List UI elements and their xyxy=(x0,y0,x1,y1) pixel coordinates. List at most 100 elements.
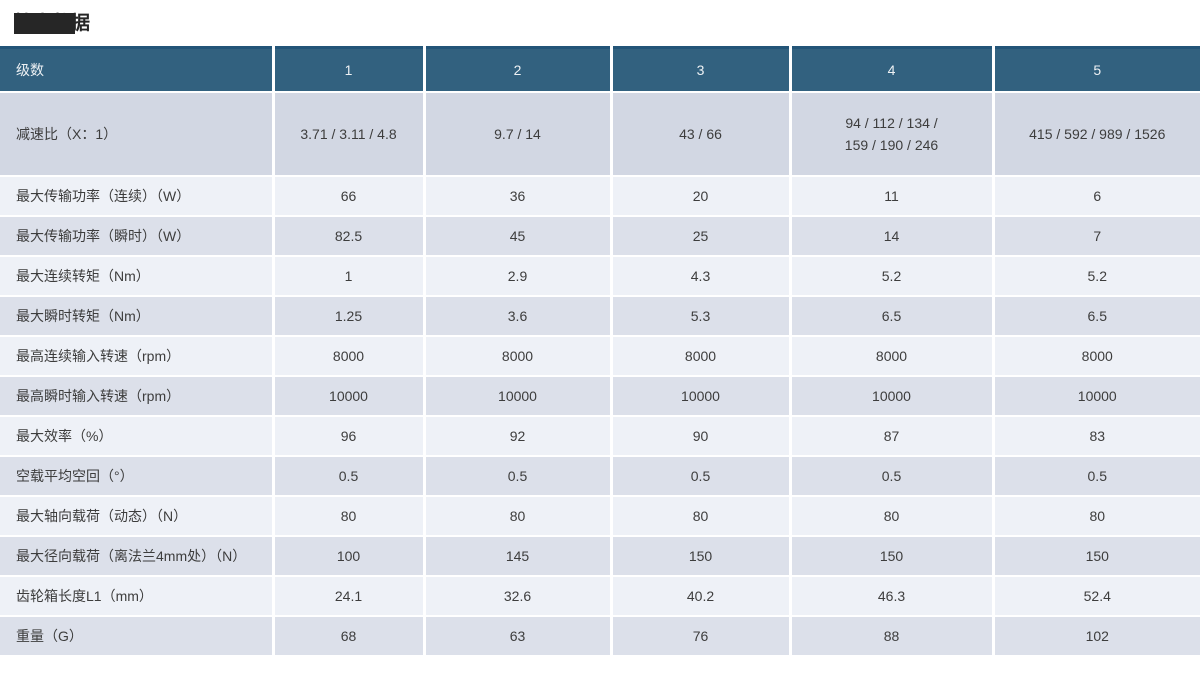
spec-value: 8000 xyxy=(271,335,424,377)
spec-value: 0.5 xyxy=(991,455,1200,497)
spec-row: 最大径向载荷（离法兰4mm处）（N） 100 145 150 150 150 xyxy=(0,535,1200,577)
row-label: 最大连续转矩（Nm） xyxy=(0,255,273,297)
spec-value: 5.3 xyxy=(609,295,790,337)
row-label: 最大传输功率（连续）（W） xyxy=(0,175,273,217)
spec-value: 8000 xyxy=(788,335,993,377)
spec-value: 6 xyxy=(991,175,1200,217)
spec-value: 8000 xyxy=(991,335,1200,377)
spec-row: 空载平均空回（°） 0.5 0.5 0.5 0.5 0.5 xyxy=(0,455,1200,497)
row-label: 齿轮箱长度L1（mm） xyxy=(0,575,273,617)
spec-table: 级数 1 2 3 4 5 减速比（X：1） 3.71 / 3.11 / 4.8 9.7 / 1… xyxy=(0,46,1200,657)
page-title: 技术数据 xyxy=(14,12,1200,36)
spec-value: 8000 xyxy=(609,335,790,377)
row-label: 最大传输功率（瞬时）（W） xyxy=(0,215,273,257)
spec-value: 66 xyxy=(271,175,424,217)
spec-value: 24.1 xyxy=(271,575,424,617)
spec-value: 6.5 xyxy=(788,295,993,337)
spec-value: 8000 xyxy=(422,335,611,377)
spec-value: 0.5 xyxy=(271,455,424,497)
spec-row: 重量（G） 68 63 76 88 102 xyxy=(0,615,1200,657)
spec-value: 76 xyxy=(609,615,790,657)
spec-table-body: 减速比（X：1） 3.71 / 3.11 / 4.8 9.7 / 14 43 / 66… xyxy=(0,91,1200,657)
spec-value: 88 xyxy=(788,615,993,657)
spec-value: 90 xyxy=(609,415,790,457)
spec-row: 最大连续转矩（Nm） 1 2.9 4.3 5.2 5.2 xyxy=(0,255,1200,297)
spec-value: 150 xyxy=(991,535,1200,577)
spec-value: 1.25 xyxy=(271,295,424,337)
spec-value: 1 xyxy=(271,255,424,297)
spec-value: 25 xyxy=(609,215,790,257)
spec-value: 3.6 xyxy=(422,295,611,337)
spec-value: 5.2 xyxy=(991,255,1200,297)
row-label: 最大轴向载荷（动态）（N） xyxy=(0,495,273,537)
row-label: 最高瞬时输入转速（rpm） xyxy=(0,375,273,417)
spec-value: 150 xyxy=(788,535,993,577)
spec-value: 10000 xyxy=(609,375,790,417)
spec-value: 415 / 592 / 989 / 1526 xyxy=(991,91,1200,177)
row-label: 最大径向载荷（离法兰4mm处）（N） xyxy=(0,535,273,577)
spec-value: 80 xyxy=(271,495,424,537)
spec-value: 46.3 xyxy=(788,575,993,617)
spec-value: 32.6 xyxy=(422,575,611,617)
spec-row: 最大轴向载荷（动态）（N） 80 80 80 80 80 xyxy=(0,495,1200,537)
spec-value: 10000 xyxy=(271,375,424,417)
row-label: 最高连续输入转速（rpm） xyxy=(0,335,273,377)
spec-value: 2.9 xyxy=(422,255,611,297)
header-row: 级数 1 2 3 4 5 xyxy=(0,47,1200,93)
spec-value: 80 xyxy=(788,495,993,537)
row-label: 最大瞬时转矩（Nm） xyxy=(0,295,273,337)
spec-value: 7 xyxy=(991,215,1200,257)
spec-row: 齿轮箱长度L1（mm） 24.1 32.6 40.2 46.3 52.4 xyxy=(0,575,1200,617)
row-label: 空载平均空回（°） xyxy=(0,455,273,497)
spec-value: 0.5 xyxy=(788,455,993,497)
spec-value: 4.3 xyxy=(609,255,790,297)
spec-value: 52.4 xyxy=(991,575,1200,617)
spec-value: 20 xyxy=(609,175,790,217)
spec-value: 6.5 xyxy=(991,295,1200,337)
spec-value: 80 xyxy=(422,495,611,537)
spec-value: 10000 xyxy=(422,375,611,417)
spec-row: 最大瞬时转矩（Nm） 1.25 3.6 5.3 6.5 6.5 xyxy=(0,295,1200,337)
spec-value: 14 xyxy=(788,215,993,257)
spec-value: 36 xyxy=(422,175,611,217)
header-cell-stage-3: 3 xyxy=(609,47,790,93)
spec-value: 11 xyxy=(788,175,993,217)
spec-row: 最大效率（%） 96 92 90 87 83 xyxy=(0,415,1200,457)
spec-value: 102 xyxy=(991,615,1200,657)
spec-value: 5.2 xyxy=(788,255,993,297)
spec-value: 68 xyxy=(271,615,424,657)
spec-row: 最大传输功率（瞬时）（W） 82.5 45 25 14 7 xyxy=(0,215,1200,257)
spec-value: 96 xyxy=(271,415,424,457)
header-cell-stage-4: 4 xyxy=(788,47,993,93)
header-cell-stage-1: 1 xyxy=(271,47,424,93)
spec-value: 3.71 / 3.11 / 4.8 xyxy=(271,91,424,177)
spec-value: 45 xyxy=(422,215,611,257)
spec-value: 94 / 112 / 134 / 159 / 190 / 246 xyxy=(788,91,993,177)
spec-value: 63 xyxy=(422,615,611,657)
row-label: 减速比（X：1） xyxy=(0,91,273,177)
header-cell-stage-2: 2 xyxy=(422,47,611,93)
spec-value: 145 xyxy=(422,535,611,577)
header-cell-label: 级数 xyxy=(0,47,273,93)
spec-value: 43 / 66 xyxy=(609,91,790,177)
spec-value: 10000 xyxy=(788,375,993,417)
spec-row: 最高瞬时输入转速（rpm） 10000 10000 10000 10000 10000 xyxy=(0,375,1200,417)
spec-value: 150 xyxy=(609,535,790,577)
spec-row: 减速比（X：1） 3.71 / 3.11 / 4.8 9.7 / 14 43 / 66… xyxy=(0,91,1200,177)
spec-value: 10000 xyxy=(991,375,1200,417)
header-cell-stage-5: 5 xyxy=(991,47,1200,93)
spec-value: 92 xyxy=(422,415,611,457)
redaction-box xyxy=(14,13,75,34)
spec-value: 87 xyxy=(788,415,993,457)
spec-value: 40.2 xyxy=(609,575,790,617)
row-label: 重量（G） xyxy=(0,615,273,657)
row-label: 最大效率（%） xyxy=(0,415,273,457)
spec-value: 83 xyxy=(991,415,1200,457)
spec-value: 0.5 xyxy=(422,455,611,497)
spec-row: 最高连续输入转速（rpm） 8000 8000 8000 8000 8000 xyxy=(0,335,1200,377)
spec-value: 100 xyxy=(271,535,424,577)
spec-value: 0.5 xyxy=(609,455,790,497)
spec-value: 9.7 / 14 xyxy=(422,91,611,177)
spec-value: 80 xyxy=(609,495,790,537)
